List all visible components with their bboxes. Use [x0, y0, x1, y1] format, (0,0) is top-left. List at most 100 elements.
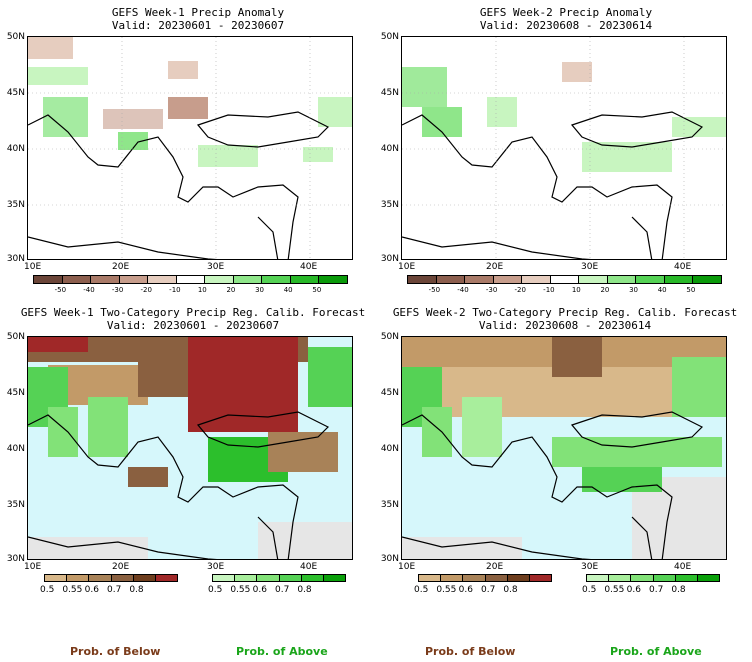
probability-tick-label: 0.7 [275, 585, 290, 595]
lon-label-20e: 20E [112, 262, 130, 272]
anomaly-tick-label: 30 [255, 286, 264, 294]
probability-tick-label: 0.5 [208, 585, 223, 595]
below-colorbar-swatch [67, 575, 90, 581]
panel1-title: GEFS Week-1 Precip Anomaly Valid: 202306… [20, 6, 376, 32]
panel2-title: GEFS Week-2 Precip Anomaly Valid: 202306… [388, 6, 744, 32]
anomaly-tick-label: -50 [54, 286, 67, 294]
lat-label-45n: 45N [380, 88, 399, 98]
lat-label-30n: 30N [380, 254, 399, 264]
above-colorbar-week1 [212, 574, 346, 582]
anomaly-tick-label: 30 [629, 286, 638, 294]
anomaly-map-week2-svg [402, 37, 726, 259]
probability-tick-label: 0.55 [62, 585, 83, 595]
lon-label-40e: 40E [300, 562, 318, 572]
above-colorbar-swatch [213, 575, 236, 581]
lat-label-40n: 40N [6, 144, 25, 154]
anomaly-colorbar-swatch [34, 276, 63, 283]
anomaly-tick-label: 10 [197, 286, 207, 294]
above-colorbar-swatch [609, 575, 632, 581]
anomaly-tick-label: 40 [283, 286, 293, 294]
lat-label-30n: 30N [380, 554, 399, 564]
anomaly-colorbar-swatch [579, 276, 608, 283]
anomaly-colorbar-week1 [33, 275, 348, 284]
lat-label-40n: 40N [380, 144, 399, 154]
below-colorbar-swatch [507, 575, 530, 581]
prob-map-week2-svg [402, 337, 726, 559]
probability-tick-label: 0.6 [626, 585, 641, 595]
above-colorbar-swatch [675, 575, 698, 581]
anomaly-colorbar-swatch [319, 276, 348, 283]
prob-above-label-week2: Prob. of Above [610, 645, 702, 658]
lat-label-50n: 50N [380, 32, 399, 42]
lon-label-40e: 40E [674, 262, 692, 272]
anomaly-colorbar-swatch [233, 276, 263, 283]
lon-label-40e: 40E [300, 262, 318, 272]
anomaly-colorbar-swatch [62, 276, 92, 283]
panel4-title: GEFS Week-2 Two-Category Precip Reg. Cal… [380, 306, 750, 332]
below-colorbar-swatch [485, 575, 508, 581]
prob-map-week1-svg [28, 337, 352, 559]
lat-label-35n: 35N [6, 200, 25, 210]
anomaly-tick-label: -30 [111, 286, 124, 294]
probability-tick-label: 0.5 [582, 585, 597, 595]
lat-label-45n: 45N [6, 388, 25, 398]
below-colorbar-swatch [441, 575, 464, 581]
above-colorbar-swatch [279, 575, 302, 581]
anomaly-tick-label: -30 [485, 286, 498, 294]
anomaly-colorbar-swatch [148, 276, 177, 283]
below-colorbar-swatch [133, 575, 156, 581]
below-colorbar-swatch [111, 575, 134, 581]
anomaly-colorbar-swatch [636, 276, 665, 283]
anomaly-tick-label: -20 [140, 286, 152, 294]
panel2-valid-dates: Valid: 20230608 - 20230614 [479, 19, 653, 32]
anomaly-colorbar-swatch [436, 276, 466, 283]
above-colorbar-swatch [697, 575, 720, 581]
prob-below-label-week2: Prob. of Below [425, 645, 516, 658]
lat-label-50n: 50N [6, 332, 25, 342]
anomaly-colorbar-week2 [407, 275, 722, 284]
lat-label-30n: 30N [6, 254, 25, 264]
probability-tick-label: 0.8 [129, 585, 144, 595]
above-colorbar-swatch [301, 575, 324, 581]
anomaly-map-week2 [401, 36, 727, 260]
above-colorbar-swatch [587, 575, 610, 581]
anomaly-tick-label: -40 [457, 286, 469, 294]
panel1-valid-dates: Valid: 20230601 - 20230607 [111, 19, 285, 32]
anomaly-colorbar-swatch [408, 276, 437, 283]
lat-label-40n: 40N [6, 444, 25, 454]
anomaly-colorbar-swatch [493, 276, 523, 283]
above-colorbar-swatch [323, 575, 346, 581]
lon-label-20e: 20E [486, 562, 504, 572]
below-colorbar-swatch [45, 575, 68, 581]
below-colorbar-swatch [463, 575, 486, 581]
lat-label-45n: 45N [6, 88, 25, 98]
probability-tick-label: 0.8 [297, 585, 312, 595]
anomaly-tick-label: -10 [169, 286, 181, 294]
lat-label-35n: 35N [380, 500, 399, 510]
panel3-valid-dates: Valid: 20230601 - 20230607 [106, 319, 280, 332]
prob-above-label-week1: Prob. of Above [236, 645, 328, 658]
below-colorbar-swatch [89, 575, 112, 581]
anomaly-colorbar-swatch [290, 276, 320, 283]
anomaly-map-week1 [27, 36, 353, 260]
lon-label-10e: 10E [24, 262, 42, 272]
lat-label-35n: 35N [380, 200, 399, 210]
lon-label-30e: 30E [581, 262, 599, 272]
lat-label-45n: 45N [380, 388, 399, 398]
prob-map-week1 [27, 336, 353, 560]
anomaly-colorbar-swatch [693, 276, 722, 283]
probability-tick-label: 0.7 [649, 585, 664, 595]
below-colorbar-swatch [155, 575, 178, 581]
anomaly-tick-label: -40 [83, 286, 95, 294]
below-colorbar-swatch [529, 575, 552, 581]
below-colorbar-swatch [419, 575, 442, 581]
probability-tick-label: 0.55 [436, 585, 457, 595]
anomaly-map-week1-svg [28, 37, 352, 259]
lat-label-40n: 40N [380, 444, 399, 454]
panel1-title-main: GEFS Week-1 Precip Anomaly [111, 6, 285, 19]
lon-label-30e: 30E [207, 262, 225, 272]
lon-label-10e: 10E [24, 562, 42, 572]
above-colorbar-swatch [631, 575, 654, 581]
probability-tick-label: 0.55 [230, 585, 251, 595]
anomaly-tick-label: -10 [543, 286, 555, 294]
